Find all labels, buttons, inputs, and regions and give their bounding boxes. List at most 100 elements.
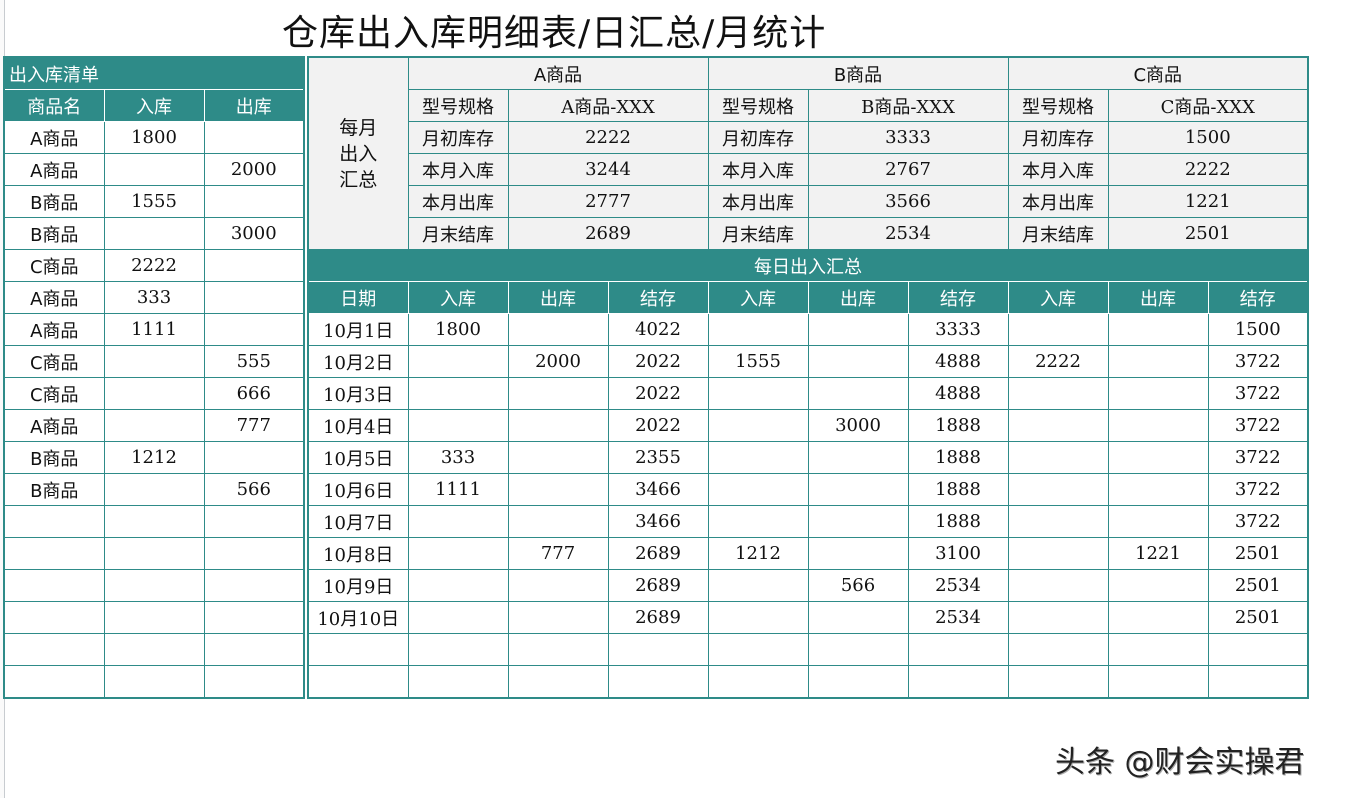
cell[interactable]: [1007, 377, 1109, 410]
cell[interactable]: A商品: [3, 121, 105, 154]
cell[interactable]: 4888: [907, 377, 1009, 410]
cell[interactable]: [1007, 313, 1109, 346]
cell[interactable]: [707, 601, 809, 634]
cell[interactable]: [203, 249, 305, 282]
cell[interactable]: [407, 345, 509, 378]
cell[interactable]: [103, 473, 205, 506]
cell[interactable]: [1107, 377, 1209, 410]
cell[interactable]: 2355: [607, 441, 709, 474]
metric-value[interactable]: 2222: [507, 121, 709, 154]
cell[interactable]: [807, 633, 909, 666]
cell[interactable]: [1007, 665, 1109, 699]
cell[interactable]: [203, 185, 305, 218]
cell[interactable]: 2534: [907, 569, 1009, 602]
cell[interactable]: [607, 633, 709, 666]
date-cell[interactable]: 10月2日: [307, 345, 409, 378]
cell[interactable]: 2222: [1007, 345, 1109, 378]
metric-value[interactable]: 2534: [807, 217, 1009, 250]
cell[interactable]: 777: [203, 409, 305, 442]
cell[interactable]: 666: [203, 377, 305, 410]
cell[interactable]: [407, 569, 509, 602]
cell[interactable]: B商品: [3, 185, 105, 218]
cell[interactable]: 1555: [707, 345, 809, 378]
cell[interactable]: A商品: [3, 409, 105, 442]
cell[interactable]: [103, 537, 205, 570]
cell[interactable]: [807, 473, 909, 506]
cell[interactable]: [407, 377, 509, 410]
cell[interactable]: [407, 665, 509, 699]
cell[interactable]: [1107, 313, 1209, 346]
metric-value[interactable]: 1500: [1107, 121, 1309, 154]
cell[interactable]: [203, 633, 305, 666]
cell[interactable]: A商品: [3, 153, 105, 186]
cell[interactable]: 1888: [907, 409, 1009, 442]
cell[interactable]: [707, 505, 809, 538]
cell[interactable]: [407, 537, 509, 570]
cell[interactable]: [3, 665, 105, 699]
cell[interactable]: C商品: [3, 377, 105, 410]
cell[interactable]: [1007, 633, 1109, 666]
cell[interactable]: [707, 569, 809, 602]
cell[interactable]: B商品: [3, 473, 105, 506]
cell[interactable]: 2000: [203, 153, 305, 186]
cell[interactable]: [507, 601, 609, 634]
cell[interactable]: 3722: [1207, 377, 1309, 410]
cell[interactable]: [1007, 505, 1109, 538]
metric-value[interactable]: 1221: [1107, 185, 1309, 218]
cell[interactable]: [607, 665, 709, 699]
cell[interactable]: [907, 633, 1009, 666]
cell[interactable]: 3722: [1207, 473, 1309, 506]
cell[interactable]: [1207, 633, 1309, 666]
cell[interactable]: [3, 633, 105, 666]
cell[interactable]: [203, 281, 305, 314]
cell[interactable]: 1212: [707, 537, 809, 570]
cell[interactable]: [103, 665, 205, 699]
cell[interactable]: [3, 505, 105, 538]
cell[interactable]: [103, 153, 205, 186]
cell[interactable]: 2501: [1207, 601, 1309, 634]
cell[interactable]: C商品: [3, 345, 105, 378]
cell[interactable]: 1111: [407, 473, 509, 506]
date-cell[interactable]: 10月6日: [307, 473, 409, 506]
cell[interactable]: [203, 537, 305, 570]
cell[interactable]: [203, 505, 305, 538]
cell[interactable]: 3000: [203, 217, 305, 250]
cell[interactable]: [407, 409, 509, 442]
date-cell[interactable]: 10月9日: [307, 569, 409, 602]
cell[interactable]: 2022: [607, 409, 709, 442]
cell[interactable]: [807, 505, 909, 538]
cell[interactable]: [203, 601, 305, 634]
cell[interactable]: [1207, 665, 1309, 699]
cell[interactable]: 1888: [907, 473, 1009, 506]
cell[interactable]: [203, 665, 305, 699]
metric-value[interactable]: 3566: [807, 185, 1009, 218]
cell[interactable]: [807, 313, 909, 346]
cell[interactable]: 3333: [907, 313, 1009, 346]
cell[interactable]: [103, 569, 205, 602]
cell[interactable]: 3100: [907, 537, 1009, 570]
cell[interactable]: [707, 473, 809, 506]
cell[interactable]: [1007, 569, 1109, 602]
cell[interactable]: [707, 313, 809, 346]
cell[interactable]: 3722: [1207, 505, 1309, 538]
cell[interactable]: [707, 377, 809, 410]
cell[interactable]: 3722: [1207, 441, 1309, 474]
cell[interactable]: [507, 505, 609, 538]
cell[interactable]: A商品: [3, 281, 105, 314]
cell[interactable]: [507, 569, 609, 602]
cell[interactable]: [507, 665, 609, 699]
cell[interactable]: [907, 665, 1009, 699]
metric-value[interactable]: 2777: [507, 185, 709, 218]
metric-value[interactable]: 3333: [807, 121, 1009, 154]
date-cell[interactable]: 10月3日: [307, 377, 409, 410]
date-cell[interactable]: 10月7日: [307, 505, 409, 538]
cell[interactable]: [103, 345, 205, 378]
cell[interactable]: [1007, 601, 1109, 634]
cell[interactable]: 3000: [807, 409, 909, 442]
metric-value[interactable]: 2222: [1107, 153, 1309, 186]
cell[interactable]: 1888: [907, 441, 1009, 474]
cell[interactable]: [1107, 441, 1209, 474]
cell[interactable]: [407, 633, 509, 666]
cell[interactable]: 1500: [1207, 313, 1309, 346]
cell[interactable]: [103, 505, 205, 538]
